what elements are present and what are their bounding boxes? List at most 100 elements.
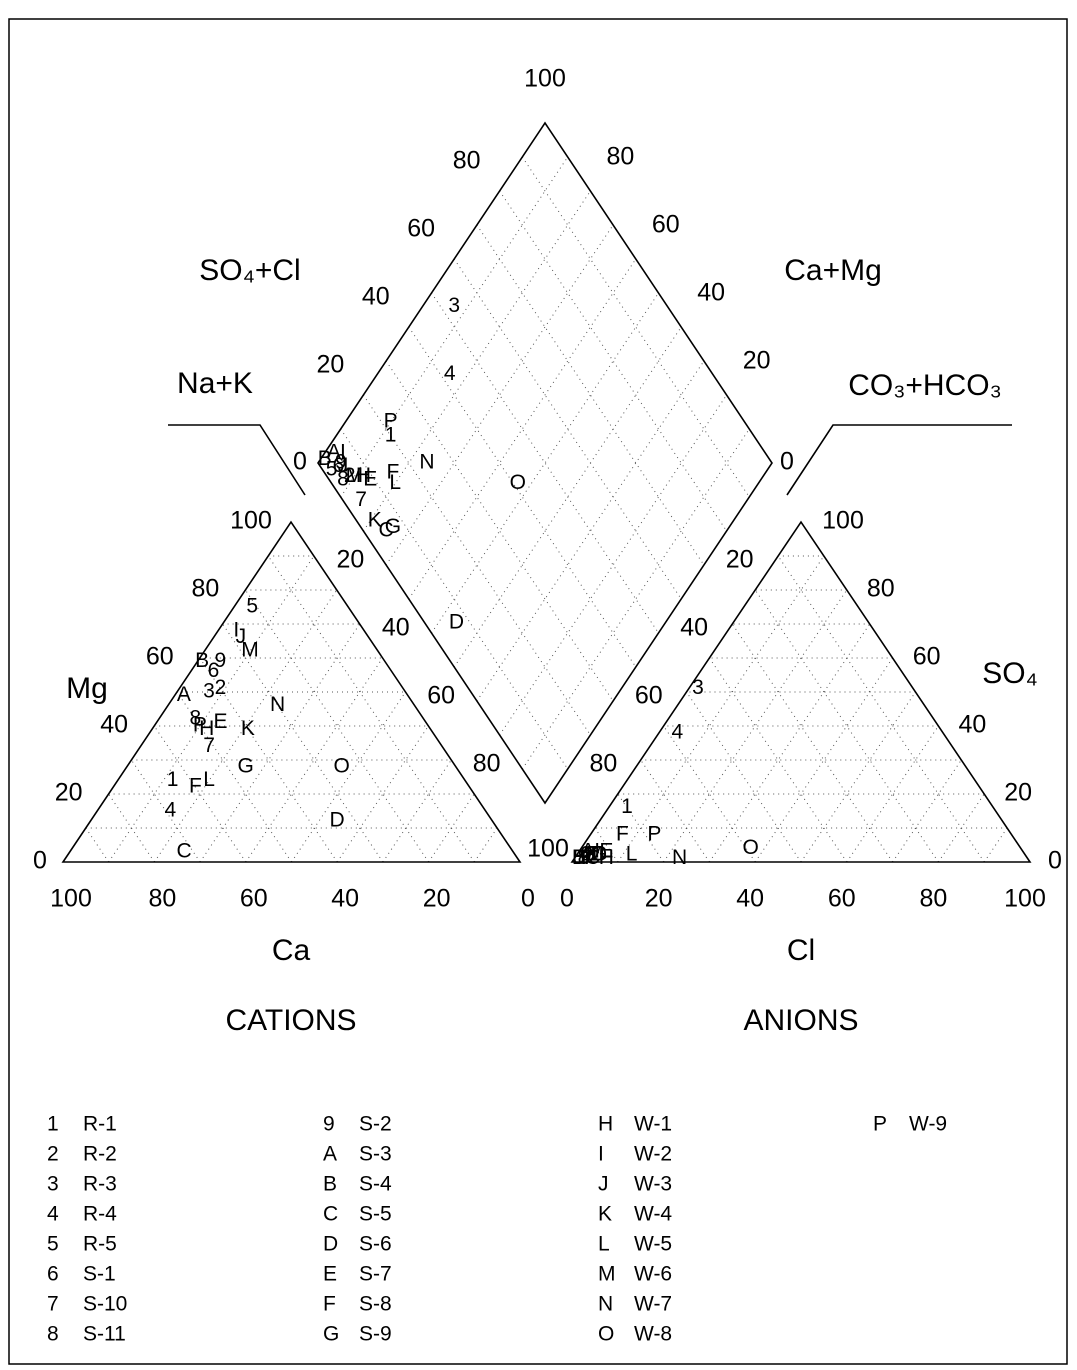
legend-symbol: 9: [323, 1113, 335, 1136]
diamond-point: K: [368, 508, 382, 531]
anion-point: 9: [584, 843, 596, 866]
grid-line: [108, 793, 155, 863]
legend-name: S-4: [359, 1173, 392, 1196]
legend-name: S-6: [359, 1233, 392, 1256]
tick-label: 80: [589, 750, 617, 778]
anion-point: C: [585, 846, 600, 869]
cation-triangle: [61, 520, 522, 863]
grid-line: [85, 827, 110, 863]
legend-symbol: K: [598, 1203, 612, 1226]
grid-line: [453, 258, 682, 600]
anion-point: 4: [671, 720, 683, 743]
anion-point: O: [742, 836, 758, 859]
grid-line: [473, 827, 498, 863]
grid-line: [408, 326, 637, 668]
cation-point: P: [193, 714, 207, 737]
cation-point: 6: [208, 659, 220, 682]
cation-point: 5: [246, 595, 258, 618]
tick-label: 60: [828, 885, 856, 913]
mg-title: Mg: [66, 672, 108, 705]
diamond-point: M: [346, 464, 364, 487]
anion-point: D: [592, 843, 607, 866]
tick-label: 20: [726, 546, 754, 574]
co3-leader: [786, 424, 1012, 496]
tick-label: 20: [336, 546, 364, 574]
legend-symbol: 6: [47, 1263, 59, 1286]
tick-label: 100: [822, 507, 864, 535]
legend-name: S-3: [359, 1143, 392, 1166]
legend-name: R-4: [83, 1203, 117, 1226]
anion-point: 3: [692, 676, 704, 699]
grid-line: [385, 360, 614, 702]
tick-label: 40: [382, 614, 410, 642]
diamond-point: 9: [335, 451, 347, 474]
tick-label: 0: [293, 448, 307, 476]
grid-line: [640, 759, 710, 863]
anion-point: K: [581, 846, 595, 869]
tick-label: 100: [1004, 885, 1046, 913]
diamond-point: H: [356, 464, 371, 487]
grid-line: [362, 190, 591, 532]
grid-line: [521, 156, 750, 498]
diamond-point: 8: [337, 468, 349, 491]
ca-title: Ca: [272, 934, 311, 967]
tick-label: 80: [473, 750, 501, 778]
diamond-point: C: [379, 519, 394, 542]
grid-line: [800, 691, 916, 863]
legend-name: W-3: [634, 1173, 672, 1196]
tick-label: 60: [635, 682, 663, 710]
legend-name: S-9: [359, 1323, 392, 1346]
cation-point: K: [241, 717, 255, 740]
legend-symbol: P: [873, 1113, 887, 1136]
anion-point: H: [599, 846, 614, 869]
diamond-point: 3: [448, 294, 460, 317]
grid-line: [594, 827, 619, 863]
tick-label: 40: [680, 614, 708, 642]
tick-label: 0: [780, 448, 794, 476]
grid-line: [476, 224, 705, 566]
tick-label: 40: [362, 283, 390, 311]
co3-title: CO₃+HCO₃: [848, 369, 1002, 402]
anion-point: M: [586, 843, 604, 866]
tick-label: 40: [697, 279, 725, 307]
anion-point: G: [591, 843, 607, 866]
cation-point: 4: [164, 799, 176, 822]
grid-line: [983, 827, 1008, 863]
diamond-point: J: [338, 454, 349, 477]
legend-symbol: L: [598, 1233, 610, 1256]
cation-point: A: [177, 683, 191, 706]
cation-point: 2: [215, 676, 227, 699]
legend-symbol: 2: [47, 1143, 59, 1166]
diamond-point: 2: [344, 464, 356, 487]
grid-line: [336, 725, 429, 863]
legend-symbol: N: [598, 1293, 613, 1316]
tick-label: 60: [652, 211, 680, 239]
tick-label: 40: [100, 711, 128, 739]
cation-point: 9: [215, 649, 227, 672]
legend-symbol: 4: [47, 1203, 59, 1226]
grid-line: [937, 793, 985, 863]
tick-label: 20: [423, 885, 451, 913]
anion-point: L: [626, 843, 638, 866]
legend-symbol: O: [598, 1323, 614, 1346]
cation-point: I: [233, 618, 239, 641]
cations-title: CATIONS: [225, 1004, 356, 1037]
anion-point: 2: [584, 843, 596, 866]
legend-name: S-1: [83, 1263, 116, 1286]
anion-point: I: [594, 839, 600, 862]
legend-symbol: A: [323, 1143, 337, 1166]
legend-name: W-4: [634, 1203, 672, 1226]
diamond-point: 6: [333, 454, 345, 477]
diamond-point: I: [340, 440, 346, 463]
legend-symbol: E: [323, 1263, 337, 1286]
tick-label: 80: [919, 885, 947, 913]
anion-point: J: [585, 843, 596, 866]
legend-name: W-1: [634, 1113, 672, 1136]
grid-line: [408, 258, 637, 600]
grid-line: [453, 326, 682, 668]
anion-point: 7: [582, 846, 594, 869]
grid-line: [499, 190, 728, 532]
cation-point: M: [241, 639, 259, 662]
tick-label: 60: [146, 643, 174, 671]
cl-title: Cl: [787, 934, 815, 967]
